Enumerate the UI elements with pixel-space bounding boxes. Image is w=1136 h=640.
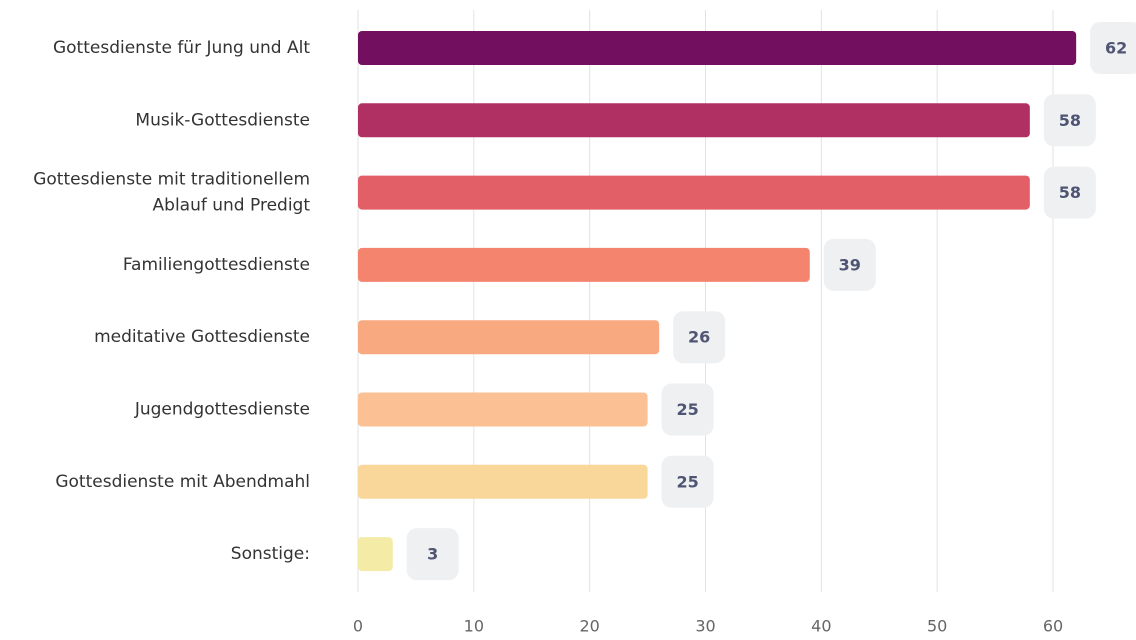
category-label: Familiengottesdienste (123, 255, 310, 275)
bar (358, 175, 1030, 210)
value-label: 25 (676, 400, 698, 419)
value-badge (1090, 22, 1136, 74)
category-label: Musik-Gottesdienste (135, 110, 310, 130)
category-label: Gottesdienste mit Abendmahl (55, 472, 310, 492)
value-badge (823, 238, 876, 291)
x-tick-label: 0 (353, 617, 363, 636)
value-label: 3 (427, 545, 438, 564)
value-badge (1043, 166, 1096, 219)
category-label: Gottesdienste für Jung und Alt (53, 38, 310, 58)
category-label: Jugendgottesdienste (134, 400, 310, 420)
value-label: 62 (1105, 39, 1127, 58)
bar (358, 103, 1030, 138)
value-label: 25 (676, 472, 698, 491)
value-label: 39 (839, 255, 861, 274)
category-label: Gottesdienste mit traditionellem Ablauf u… (33, 170, 310, 216)
bar (358, 247, 810, 282)
value-label: 58 (1059, 111, 1081, 130)
value-badge (661, 383, 714, 436)
x-tick-label: 40 (811, 617, 831, 636)
value-badge (673, 311, 726, 364)
bar (358, 392, 648, 427)
x-tick-label: 20 (579, 617, 599, 636)
bar (358, 464, 648, 499)
category-label: meditative Gottesdienste (94, 327, 310, 347)
x-tick-label: 60 (1043, 617, 1063, 636)
value-badge (1043, 94, 1096, 147)
bar (358, 31, 1077, 65)
value-badge (661, 455, 714, 508)
x-tick-label: 50 (927, 617, 947, 636)
value-badge (406, 528, 459, 581)
bar (358, 320, 660, 355)
bar (358, 537, 393, 572)
value-label: 26 (688, 328, 710, 347)
value-label: 58 (1059, 183, 1081, 202)
category-label: Sonstige: (231, 544, 310, 564)
x-tick-label: 10 (464, 617, 484, 636)
x-tick-label: 30 (695, 617, 715, 636)
